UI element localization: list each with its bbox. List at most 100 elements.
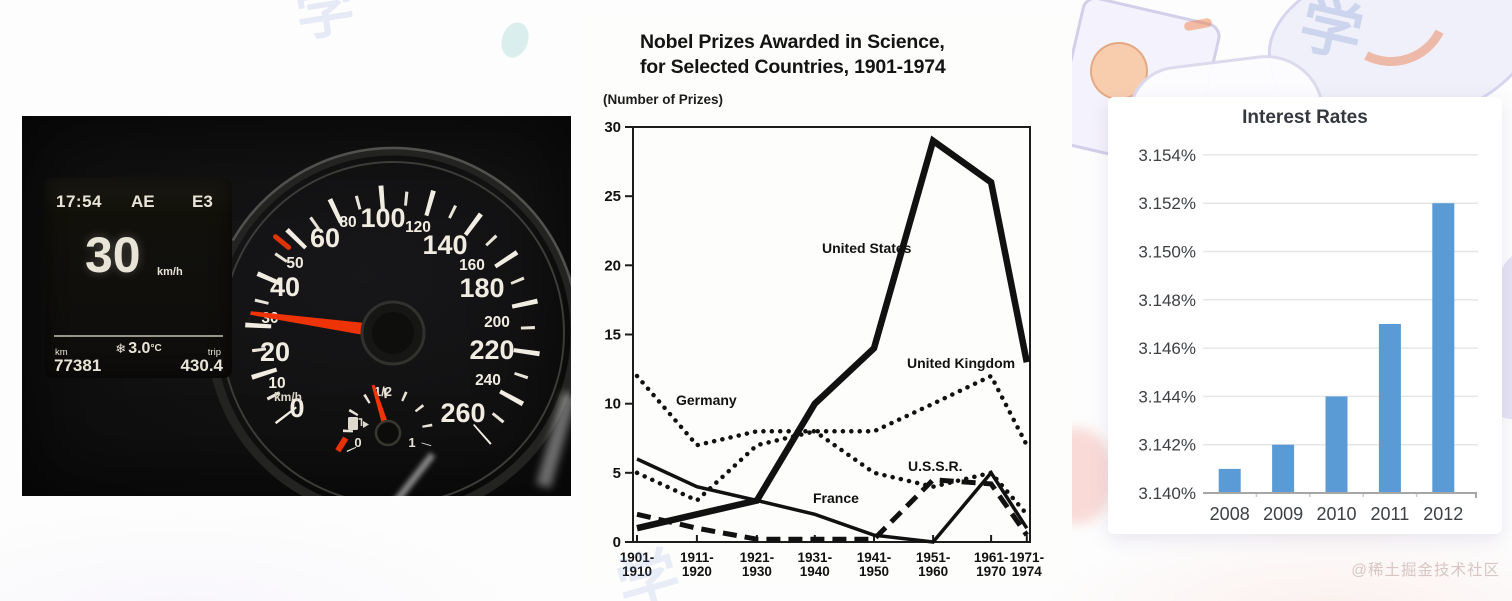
series-label-france: France (813, 490, 859, 506)
outside-temperature: ❄ 3.0°C (45, 340, 232, 358)
clock: 17:54 (56, 192, 102, 211)
digital-speed-value: 30 (85, 227, 141, 283)
watermark: @稀土掘金技术社区 (1351, 562, 1500, 579)
speedometer-needle-hub-inner (372, 312, 414, 354)
fuel-gauge-ticks (342, 388, 433, 453)
bar-2009 (1272, 444, 1295, 493)
nobel-y-axis-note: (Number of Prizes) (603, 92, 724, 107)
bezel-highlight (231, 146, 571, 288)
gear-indicator: E3 (192, 192, 213, 211)
speed-label: 50 (286, 255, 303, 272)
y-tick-label: 25 (604, 188, 621, 205)
speed-label: 180 (459, 273, 504, 303)
speed-label: 200 (484, 314, 510, 331)
trip-value: 430.4 (180, 356, 223, 375)
x-tick-label: 1901-1910 (620, 550, 655, 579)
plot-frame (632, 126, 1031, 543)
y-tick-label: 20 (604, 257, 621, 274)
fuel-pump-icon (348, 417, 369, 430)
background-decoration (1183, 17, 1213, 32)
dashboard-photo: 0 10 20 30 40 50 60 80 100 120 140 160 1… (22, 116, 577, 506)
temperature-unit: °C (150, 343, 162, 354)
speedometer-needle (250, 311, 394, 340)
x-tick-label: 2011 (1371, 504, 1410, 524)
x-tick-label: 1971-1974 (1010, 550, 1045, 579)
background-character: 学 (1293, 0, 1370, 72)
background-character: 学 (291, 0, 359, 50)
x-tick-label: 1941-1950 (857, 550, 892, 579)
fuel-label: 0 (354, 435, 361, 450)
speedometer-minor-ticks (251, 191, 536, 441)
series-line-united-kingdom (634, 373, 1030, 504)
digital-speed-unit: km/h (157, 266, 183, 278)
series-label-germany: Germany (676, 392, 737, 408)
x-tick-label: 2009 (1263, 504, 1303, 524)
nobel-title-line2: for Selected Countries, 1901-1974 (640, 55, 946, 78)
x-tick-label: 2012 (1423, 504, 1463, 524)
trip-label: trip (207, 347, 221, 358)
bar-2010 (1325, 396, 1348, 493)
odometer-label: km (55, 347, 68, 358)
speed-label: 80 (339, 214, 356, 231)
interest-rates-card: 3.140% 3.142% 3.144% 3.146% 3.148% 3.150% 3.15… (1108, 97, 1502, 534)
speed-label: 60 (310, 223, 340, 253)
nobel-chart-title: Nobel Prizes Awarded in Science, for Sel… (640, 30, 946, 79)
series-label-u-s-s-r: U.S.S.R. (908, 458, 962, 474)
series-label-united-kingdom: United Kingdom (907, 355, 1015, 371)
x-tick-label: 2010 (1316, 504, 1356, 524)
speed-label: 10 (268, 375, 285, 392)
y-tick-label: 3.144% (1138, 387, 1196, 406)
background-decoration (1084, 36, 1154, 106)
nobel-title-line1: Nobel Prizes Awarded in Science, (640, 31, 945, 53)
bar-2008 (1218, 468, 1241, 493)
nobel-line-plot: 0 5 10 15 20 25 30 1901-1910 1911-1920 1921-1930 1… (604, 119, 1045, 579)
speed-label: 260 (440, 398, 485, 428)
x-tick-label: 1961-1970 (974, 550, 1009, 579)
bar-2011 (1378, 324, 1401, 493)
series-line-germany (634, 373, 1030, 517)
nobel-chart-panel: Nobel Prizes Awarded in Science, for Sel… (586, 16, 1072, 582)
speed-label: 40 (270, 272, 300, 302)
bar-2012 (1432, 203, 1455, 493)
series-line-u-s-s-r (636, 477, 1029, 542)
speed-label: 220 (469, 335, 514, 365)
x-axis-line (1203, 492, 1477, 498)
background-decoration (497, 18, 533, 62)
snowflake-icon: ❄ (115, 341, 127, 356)
x-tick-label: 1951-1960 (916, 550, 951, 579)
y-tick-label: 3.148% (1138, 291, 1196, 310)
interest-bar-plot: 3.140% 3.142% 3.144% 3.146% 3.148% 3.150% 3.15… (1138, 146, 1478, 524)
speed-unit-label: km/h (274, 390, 302, 404)
y-tick-label: 3.146% (1138, 339, 1196, 358)
speed-label: 20 (260, 337, 290, 367)
y-tick-label: 3.152% (1138, 194, 1196, 213)
x-tick-label: 1921-1930 (740, 550, 775, 579)
y-tick-label: 3.150% (1138, 243, 1196, 262)
background-decoration (1316, 0, 1466, 82)
odometer-value: 77381 (54, 356, 102, 375)
speed-label: 240 (475, 372, 501, 389)
y-tick-label: 3.140% (1138, 484, 1196, 503)
y-tick-label: 0 (613, 534, 621, 551)
y-tick-label: 15 (604, 327, 621, 344)
y-tick-label: 10 (604, 396, 621, 413)
x-tick-label: 2008 (1210, 504, 1250, 524)
speed-label: 160 (459, 257, 485, 274)
speed-label: 0 (289, 393, 304, 423)
fuel-needle-hub (374, 419, 402, 447)
display-divider (54, 335, 223, 337)
interest-chart-title: Interest Rates (1242, 107, 1368, 128)
series-line-united-states (636, 135, 1030, 532)
y-tick-label: 3.154% (1138, 146, 1196, 165)
fuel-reserve-mark (335, 436, 349, 453)
fuel-label: 1/2 (374, 384, 392, 399)
indicator-ae: AE (131, 192, 155, 211)
speed-label: 100 (360, 203, 405, 233)
y-tick-label: 3.142% (1138, 436, 1196, 455)
trip-computer-display: 17:54 AE E3 30 km/h ❄ 3.0°C km 77381 trip… (45, 178, 232, 378)
speedometer-major-ticks (245, 185, 542, 445)
y-tick-label: 5 (613, 465, 621, 482)
series-line-france (636, 457, 1029, 544)
temperature-value: 3.0 (128, 340, 151, 357)
